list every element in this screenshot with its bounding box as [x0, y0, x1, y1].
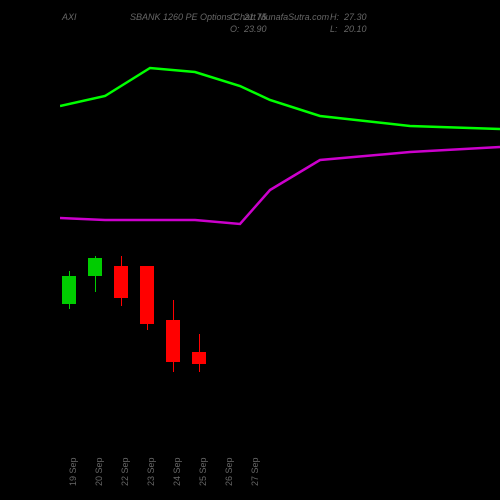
high-label: H: [330, 12, 339, 22]
x-axis-label: 22 Sep [120, 457, 130, 486]
chart-container: AXI SBANK 1260 PE Options Chart MunafaSu… [0, 0, 500, 500]
close-value: 21.75 [244, 12, 267, 22]
x-axis-label: 19 Sep [68, 457, 78, 486]
candle-body [88, 258, 102, 276]
x-axis-label: 26 Sep [224, 457, 234, 486]
low-value: 20.10 [344, 24, 367, 34]
candle-body [140, 266, 154, 324]
x-axis: 19 Sep 20 Sep 22 Sep 23 Sep 24 Sep 25 Sep 26 S… [60, 418, 500, 488]
x-axis-label: 27 Sep [250, 457, 260, 486]
symbol-left: AXI [62, 12, 77, 22]
candle-body [62, 276, 76, 304]
candle [62, 256, 76, 396]
candle [88, 256, 102, 396]
candle [192, 256, 206, 396]
candle-body [114, 266, 128, 298]
close-label: C: [230, 12, 239, 22]
x-axis-label: 25 Sep [198, 457, 208, 486]
x-axis-label: 24 Sep [172, 457, 182, 486]
low-label: L: [330, 24, 338, 34]
candlestick-area [62, 256, 262, 396]
x-axis-label: 20 Sep [94, 457, 104, 486]
lower-band-line [60, 147, 500, 224]
upper-band-line [60, 68, 500, 129]
open-value: 23.90 [244, 24, 267, 34]
chart-header: AXI SBANK 1260 PE Options Chart MunafaSu… [0, 0, 500, 36]
candle-body [192, 352, 206, 364]
high-value: 27.30 [344, 12, 367, 22]
candle [114, 256, 128, 396]
x-axis-label: 23 Sep [146, 457, 156, 486]
candle-body [166, 320, 180, 362]
open-label: O: [230, 24, 240, 34]
candle [166, 256, 180, 396]
candle [140, 256, 154, 396]
